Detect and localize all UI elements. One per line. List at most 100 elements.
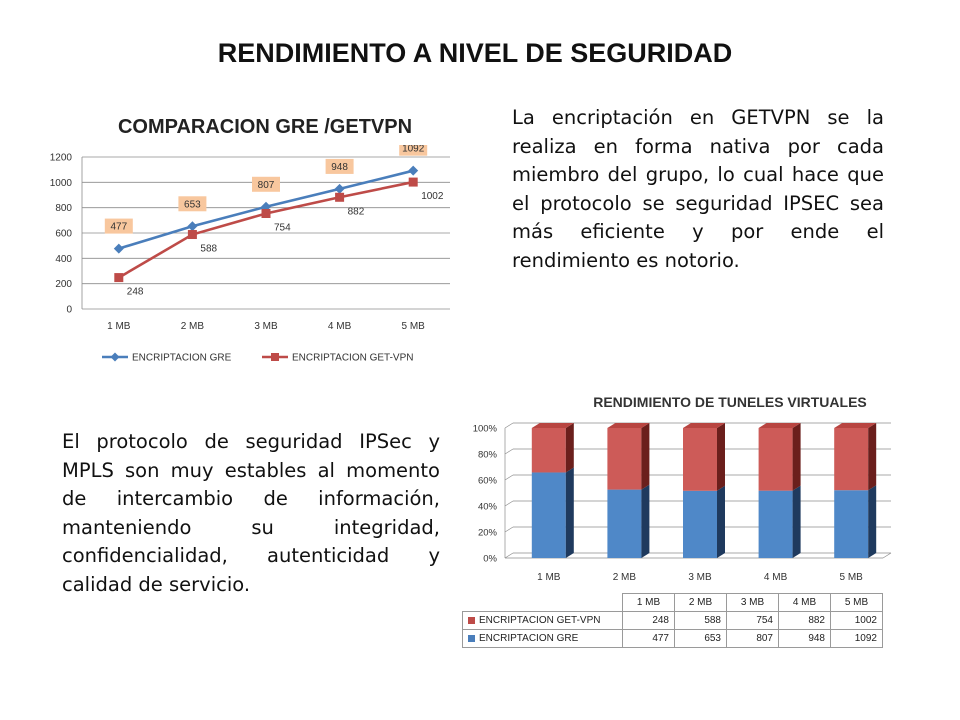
bar-side-getvpn bbox=[565, 423, 574, 473]
legend-marker bbox=[110, 352, 120, 362]
ipsec-mpls-description: El protocolo de seguridad IPSec y MPLS s… bbox=[62, 430, 440, 596]
data-table-row: ENCRIPTACION GET-VPN 248 588 754 882 100… bbox=[462, 611, 883, 630]
bar-side-gre bbox=[792, 485, 801, 558]
bar-side-getvpn bbox=[868, 423, 877, 491]
y-tick-label: 1200 bbox=[50, 153, 73, 164]
data-table-header: 3 MB bbox=[726, 593, 779, 612]
data-table-cell: 948 bbox=[778, 629, 831, 648]
data-point bbox=[261, 208, 271, 218]
legend-key-gre bbox=[468, 634, 475, 642]
gridline-depth bbox=[504, 526, 514, 533]
series-line bbox=[118, 180, 414, 279]
data-table-header: 4 MB bbox=[778, 593, 831, 612]
data-label-bg bbox=[325, 158, 354, 174]
data-label: 653 bbox=[184, 199, 201, 210]
bar-segment-gre bbox=[607, 489, 642, 558]
data-table-cell: 754 bbox=[726, 611, 779, 630]
data-table-series-name: ENCRIPTACION GRE bbox=[462, 629, 623, 648]
data-label: 807 bbox=[258, 180, 275, 191]
legend-marker bbox=[271, 353, 279, 361]
bar-segment-gre bbox=[834, 490, 869, 558]
series-label: ENCRIPTACION GRE bbox=[479, 633, 579, 644]
stacked-chart-title: RENDIMIENTO DE TUNELES VIRTUALES bbox=[593, 394, 867, 410]
data-label: 882 bbox=[348, 206, 365, 217]
bar-segment-getvpn bbox=[758, 428, 793, 491]
stacked-3d-bar-chart: 0% 20% 40% 60% 80% 100% 1 MB 2 MB 3 MB 4 MB 5 MB bbox=[473, 422, 892, 583]
data-point bbox=[187, 221, 198, 232]
legend-key-getvpn bbox=[468, 616, 475, 624]
gridline-depth bbox=[504, 474, 514, 481]
bar-segment-getvpn bbox=[531, 428, 566, 473]
data-table-cell: 807 bbox=[726, 629, 779, 648]
gridline-depth bbox=[504, 552, 514, 559]
bar-top-getvpn bbox=[607, 423, 650, 428]
y-tick-label: 0 bbox=[66, 305, 72, 316]
getvpn-description: La encriptación en GETVPN se la realiza … bbox=[512, 106, 884, 272]
line-chart: 0 200 400 600 800 1000 1200 1 MB 2 MB 3 MB 4 MB 5 M… bbox=[50, 145, 450, 364]
y-tick-label: 1000 bbox=[50, 178, 73, 189]
legend-label: ENCRIPTACION GET-VPN bbox=[292, 353, 414, 364]
x-tick-label: 2 MB bbox=[181, 321, 205, 332]
y-tick-label: 80% bbox=[478, 450, 498, 461]
data-point bbox=[113, 243, 124, 254]
gridline-depth bbox=[504, 500, 514, 507]
data-table-cell: 653 bbox=[674, 629, 727, 648]
bar-side-gre bbox=[868, 485, 877, 558]
x-tick-label: 2 MB bbox=[613, 572, 637, 583]
data-label: 248 bbox=[127, 287, 144, 298]
gridline-depth bbox=[504, 422, 514, 429]
bar-side-gre bbox=[565, 467, 574, 558]
data-table-cell: 1002 bbox=[830, 611, 883, 630]
y-tick-label: 40% bbox=[478, 502, 498, 513]
data-table-cell: 1092 bbox=[830, 629, 883, 648]
bar-segment-gre bbox=[683, 490, 717, 558]
data-table-row: ENCRIPTACION GRE 477 653 807 948 1092 bbox=[462, 629, 883, 648]
x-tick-label: 3 MB bbox=[254, 321, 278, 332]
data-table-cell: 882 bbox=[778, 611, 831, 630]
x-tick-label: 3 MB bbox=[688, 572, 712, 583]
bar-top-getvpn bbox=[834, 423, 877, 428]
bar-side-getvpn bbox=[792, 423, 801, 491]
data-label-bg bbox=[252, 176, 280, 192]
data-point bbox=[408, 165, 419, 176]
data-label: 588 bbox=[200, 244, 217, 255]
y-tick-label: 0% bbox=[483, 554, 497, 565]
y-tick-label: 20% bbox=[478, 528, 498, 539]
data-table-header: 2 MB bbox=[674, 593, 727, 612]
data-table-header: 5 MB bbox=[830, 593, 883, 612]
data-label-bg bbox=[178, 196, 207, 212]
data-point bbox=[408, 177, 418, 187]
data-point bbox=[334, 183, 345, 194]
data-label: 1092 bbox=[402, 145, 425, 155]
y-tick-label: 200 bbox=[55, 279, 72, 290]
y-tick-label: 400 bbox=[55, 254, 72, 265]
legend-label: ENCRIPTACION GRE bbox=[132, 353, 232, 364]
data-table-corner bbox=[462, 593, 623, 612]
chart-data-table: 1 MB 2 MB 3 MB 4 MB 5 MB ENCRIPTACION GE… bbox=[462, 593, 883, 648]
y-tick-label: 800 bbox=[55, 203, 72, 214]
slide-title: RENDIMIENTO A NIVEL DE SEGURIDAD bbox=[217, 38, 733, 68]
x-axis-depth bbox=[882, 552, 892, 559]
data-label: 948 bbox=[331, 162, 348, 173]
bar-segment-gre bbox=[758, 490, 793, 558]
bar-side-getvpn bbox=[641, 423, 650, 490]
x-tick-label: 5 MB bbox=[402, 321, 426, 332]
x-tick-label: 4 MB bbox=[328, 321, 352, 332]
bar-segment-gre bbox=[531, 472, 566, 558]
y-tick-label: 60% bbox=[478, 476, 498, 487]
bar-segment-getvpn bbox=[834, 428, 869, 491]
bar-side-getvpn bbox=[717, 423, 725, 491]
bar-top-getvpn bbox=[531, 423, 574, 428]
line-chart-title: COMPARACION GRE /GETVPN bbox=[117, 116, 413, 138]
data-label-bg bbox=[399, 145, 428, 156]
data-table-header-row: 1 MB 2 MB 3 MB 4 MB 5 MB bbox=[462, 593, 883, 612]
bar-segment-getvpn bbox=[683, 428, 717, 491]
series-label: ENCRIPTACION GET-VPN bbox=[479, 615, 601, 626]
bar-top-getvpn bbox=[683, 423, 725, 428]
data-table-header: 1 MB bbox=[622, 593, 675, 612]
y-tick-label: 600 bbox=[55, 229, 72, 240]
x-tick-label: 4 MB bbox=[764, 572, 788, 583]
data-label: 754 bbox=[274, 222, 291, 233]
x-tick-label: 5 MB bbox=[840, 572, 864, 583]
data-table-series-name: ENCRIPTACION GET-VPN bbox=[462, 611, 623, 630]
